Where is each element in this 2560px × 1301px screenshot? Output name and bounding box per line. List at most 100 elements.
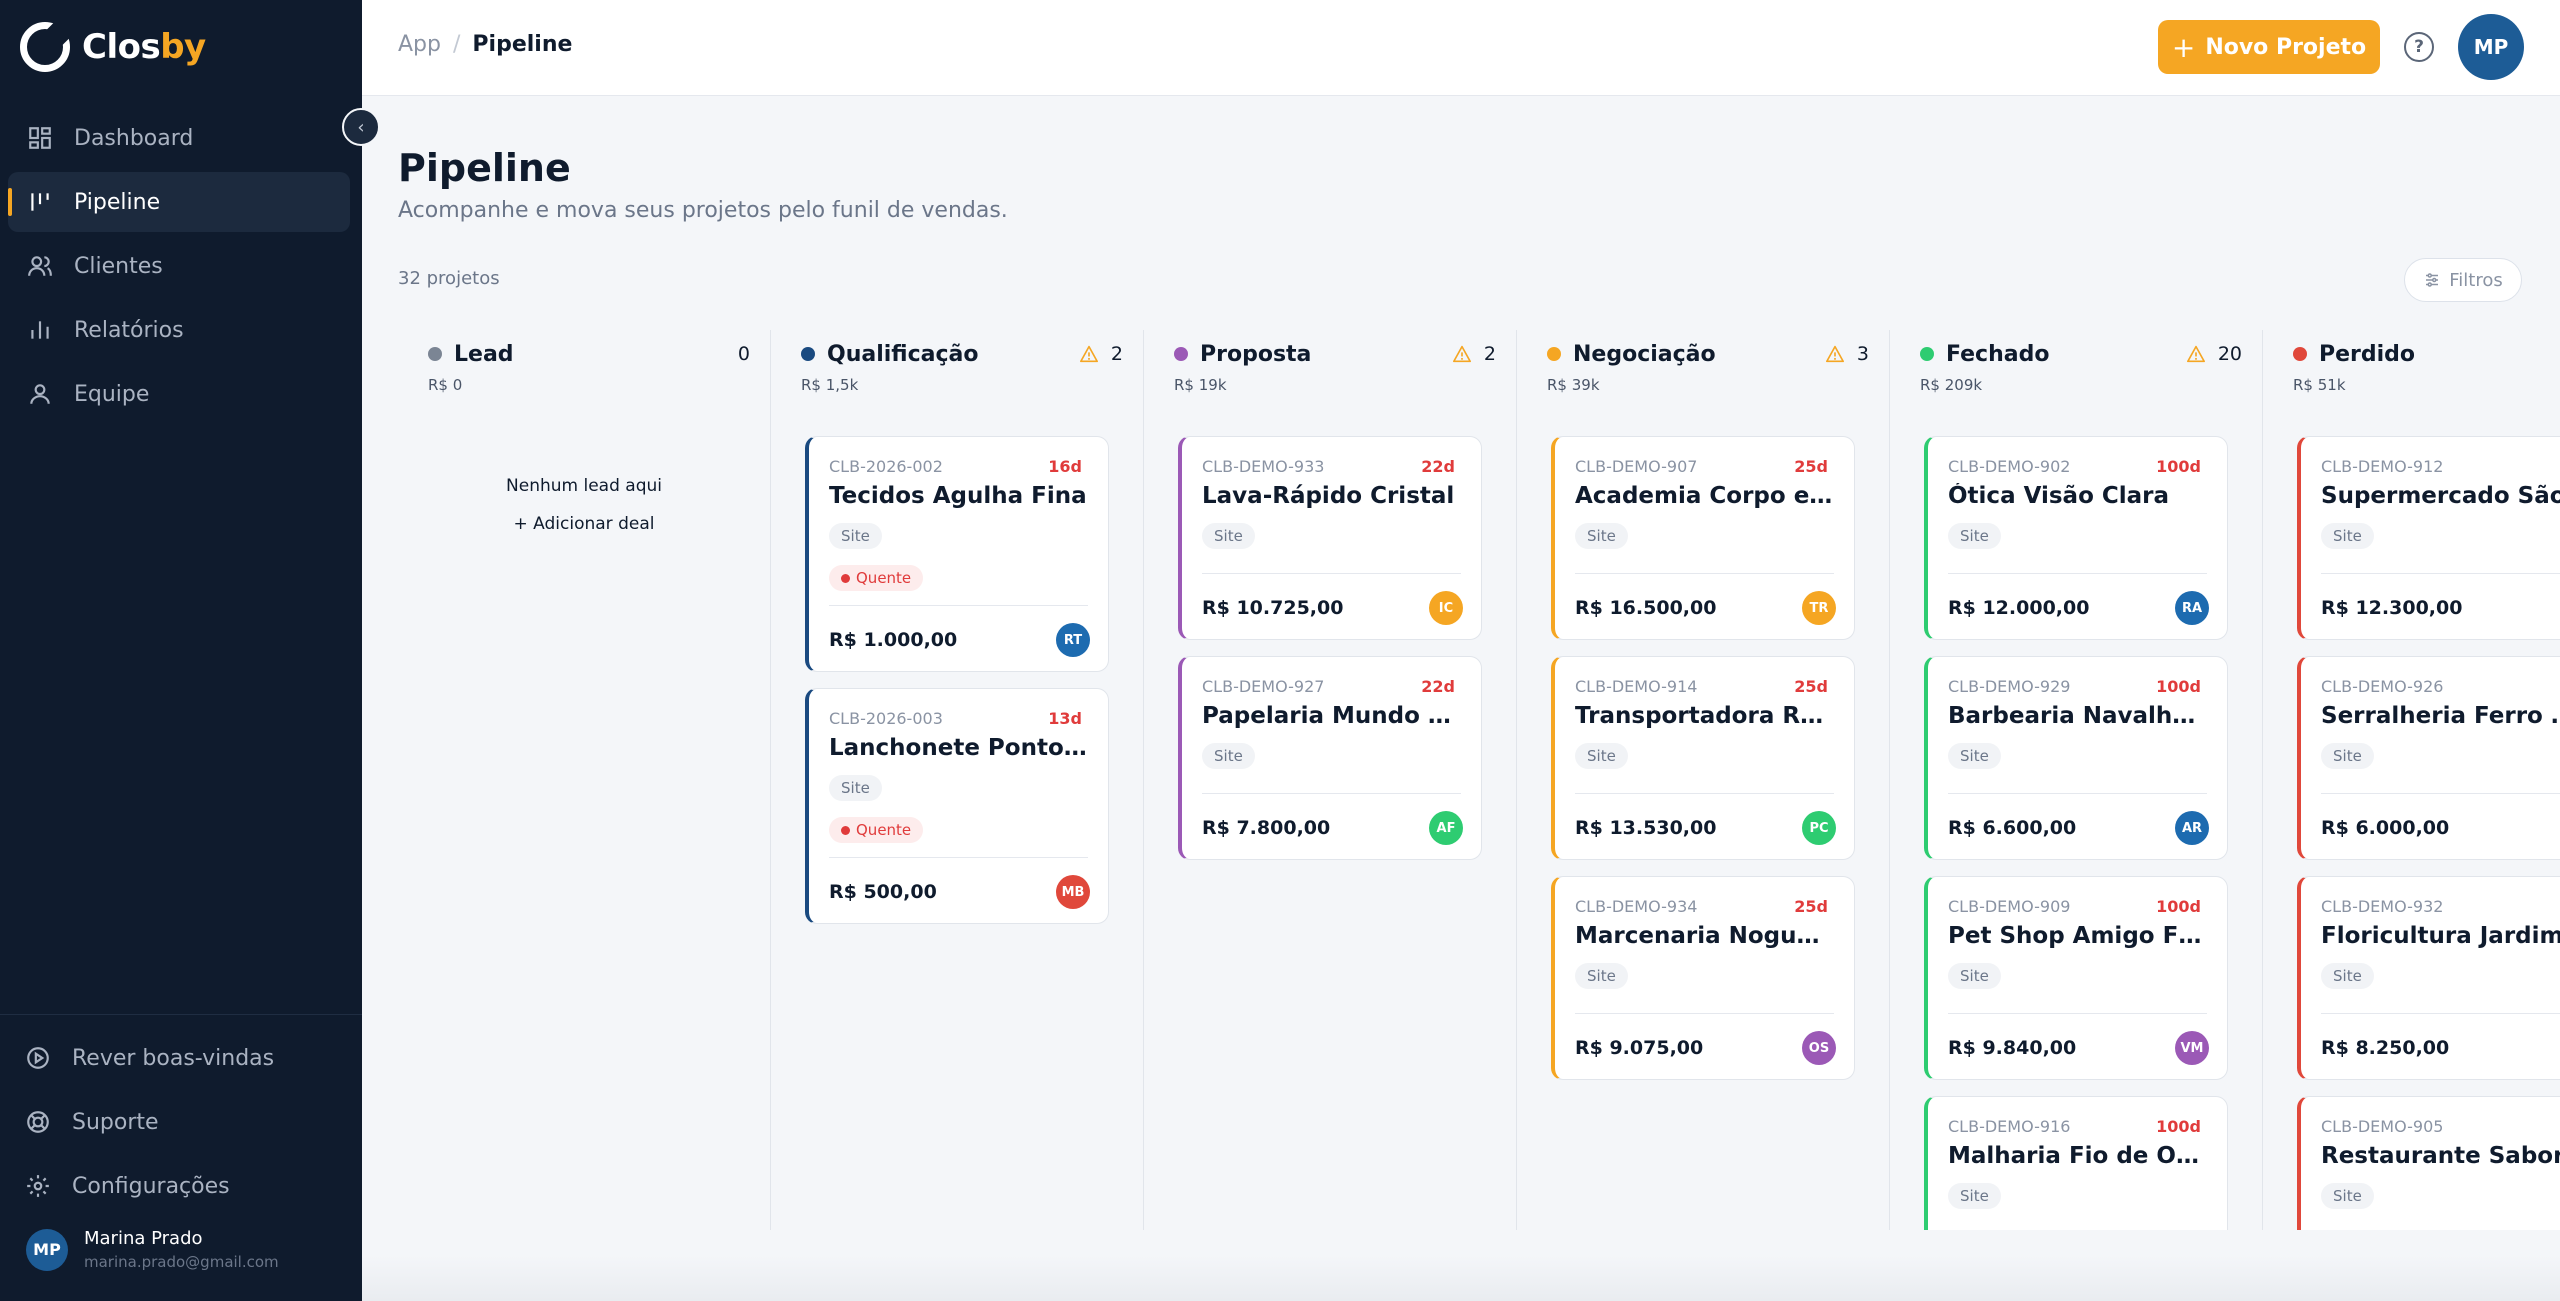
owner-avatar: AF	[1429, 811, 1463, 845]
deal-name: Transportadora Rota ...	[1575, 703, 1835, 729]
column-title: Proposta	[1200, 341, 1312, 367]
new-project-button[interactable]: + Novo Projeto	[2158, 20, 2380, 74]
deal-name: Floricultura Jardim	[2321, 923, 2560, 949]
deal-card[interactable]: CLB-2026-002 16d Tecidos Agulha Fina Site Qu…	[805, 436, 1109, 672]
collapse-sidebar-button[interactable]: ‹	[342, 108, 380, 146]
deal-name: Academia Corpo em ...	[1575, 483, 1835, 509]
deal-tag: Site	[1575, 523, 1628, 549]
card-divider	[1575, 1013, 1834, 1014]
deal-age-badge: 100d	[2156, 1117, 2201, 1136]
page-subtitle: Acompanhe e mova seus projetos pelo funi…	[398, 198, 1008, 223]
deal-tag: Site	[1575, 743, 1628, 769]
deal-name: Serralheria Ferro Fo	[2321, 703, 2560, 729]
sidebar-item-configuracoes[interactable]: Configurações	[8, 1156, 350, 1216]
column-count: 2	[1110, 343, 1123, 365]
user-profile[interactable]: MP Marina Prado marina.prado@gmail.com	[26, 1228, 279, 1271]
deal-tag: Site	[1202, 743, 1255, 769]
deal-card[interactable]: CLB-DEMO-916 100d Malharia Fio de Ouro Site	[1924, 1096, 2228, 1230]
card-divider	[2321, 573, 2560, 574]
deal-card[interactable]: CLB-DEMO-912 Supermercado São Site R$ 12.30…	[2297, 436, 2560, 640]
deal-code: CLB-DEMO-926	[2321, 677, 2444, 696]
card-divider	[829, 857, 1088, 858]
deal-code: CLB-DEMO-914	[1575, 677, 1698, 696]
column-divider	[1143, 330, 1144, 1230]
chevron-left-icon: ‹	[357, 116, 365, 138]
deal-value: R$ 6.000,00	[2321, 817, 2450, 839]
deal-name: Malharia Fio de Ouro	[1948, 1143, 2208, 1169]
sidebar-item-clientes[interactable]: Clientes	[8, 236, 350, 296]
sidebar-item-pipeline[interactable]: Pipeline	[8, 172, 350, 232]
deal-code: CLB-DEMO-912	[2321, 457, 2444, 476]
deal-card[interactable]: CLB-DEMO-914 25d Transportadora Rota ... Si…	[1551, 656, 1855, 860]
deal-card[interactable]: CLB-DEMO-909 100d Pet Shop Amigo Fiel Site R…	[1924, 876, 2228, 1080]
owner-avatar: PC	[1802, 811, 1836, 845]
deal-tag: Site	[1948, 743, 2001, 769]
sidebar-item-rever-boas-vindas[interactable]: Rever boas-vindas	[8, 1028, 350, 1088]
owner-avatar: AR	[2175, 811, 2209, 845]
pipeline-column: Proposta 2 R$ 19k CLB-DEMO-933 22d Lava-Rápid…	[1144, 330, 1516, 1230]
deal-value: R$ 12.000,00	[1948, 597, 2090, 619]
deal-value: R$ 10.725,00	[1202, 597, 1344, 619]
sidebar-item-suporte[interactable]: Suporte	[8, 1092, 350, 1152]
app-logo[interactable]: Closby	[20, 22, 206, 72]
deal-tag: Site	[1948, 963, 2001, 989]
column-header: Proposta 2	[1174, 338, 1496, 370]
horizontal-scrollbar[interactable]	[362, 1255, 2560, 1301]
deal-card[interactable]: CLB-DEMO-927 22d Papelaria Mundo das ... Si…	[1178, 656, 1482, 860]
sidebar: Closby Dashboard Pipeline Clientes Relatóri…	[0, 0, 362, 1301]
deal-card[interactable]: CLB-DEMO-926 Serralheria Ferro Fo Site R$ 6…	[2297, 656, 2560, 860]
sidebar-item-relatorios[interactable]: Relatórios	[8, 300, 350, 360]
filters-button[interactable]: Filtros	[2404, 258, 2522, 302]
deal-card[interactable]: CLB-DEMO-905 Restaurante Sabor Site	[2297, 1096, 2560, 1230]
deal-card[interactable]: CLB-DEMO-907 25d Academia Corpo em ... Site…	[1551, 436, 1855, 640]
deal-code: CLB-DEMO-934	[1575, 897, 1698, 916]
column-divider	[770, 330, 771, 1230]
user-name: Marina Prado	[84, 1228, 203, 1249]
sidebar-item-equipe[interactable]: Equipe	[8, 364, 350, 424]
column-total: R$ 39k	[1547, 376, 1600, 394]
pipeline-column: Negociação 3 R$ 39k CLB-DEMO-907 25d Academia…	[1517, 330, 1889, 1230]
column-divider	[2262, 330, 2263, 1230]
deal-card[interactable]: CLB-2026-003 13d Lanchonete Ponto do ... Si…	[805, 688, 1109, 924]
column-title: Perdido	[2319, 341, 2416, 367]
help-icon[interactable]: ?	[2404, 32, 2434, 62]
deal-card[interactable]: CLB-DEMO-932 Floricultura Jardim Site R$ 8.…	[2297, 876, 2560, 1080]
deal-tag: Site	[2321, 1183, 2374, 1209]
page-title: Pipeline	[398, 146, 571, 190]
deal-age-badge: 22d	[1421, 457, 1455, 476]
app-name: Closby	[82, 27, 206, 67]
column-divider	[1889, 330, 1890, 1230]
card-divider	[2321, 1013, 2560, 1014]
logo-mark-icon	[20, 22, 70, 72]
plus-icon: +	[2171, 30, 2196, 64]
deal-card[interactable]: CLB-DEMO-934 25d Marcenaria Nogueira Site R$…	[1551, 876, 1855, 1080]
sliders-icon	[2426, 273, 2439, 287]
deal-card[interactable]: CLB-DEMO-929 100d Barbearia Navalha de ...…	[1924, 656, 2228, 860]
user-avatar-button[interactable]: MP	[2458, 14, 2524, 80]
deal-card[interactable]: CLB-DEMO-933 22d Lava-Rápido Cristal Site R$…	[1178, 436, 1482, 640]
deal-name: Marcenaria Nogueira	[1575, 923, 1835, 949]
user-email: marina.prado@gmail.com	[84, 1253, 279, 1271]
stage-color-dot	[1547, 347, 1561, 361]
sidebar-item-dashboard[interactable]: Dashboard	[8, 108, 350, 168]
column-header: Qualificação 2	[801, 338, 1123, 370]
breadcrumb-root[interactable]: App	[398, 32, 441, 57]
chart-icon	[26, 316, 54, 344]
deal-code: CLB-DEMO-929	[1948, 677, 2071, 696]
add-deal-link[interactable]: + Adicionar deal	[513, 514, 655, 534]
deal-card[interactable]: CLB-DEMO-902 100d Ótica Visão Clara Site R$ …	[1924, 436, 2228, 640]
deal-value: R$ 13.530,00	[1575, 817, 1717, 839]
card-divider	[1948, 1013, 2207, 1014]
owner-avatar: RA	[2175, 591, 2209, 625]
deal-code: CLB-2026-003	[829, 709, 943, 728]
deal-tag: Site	[2321, 963, 2374, 989]
deal-tag: Site	[2321, 743, 2374, 769]
deal-age-badge: 25d	[1794, 897, 1828, 916]
owner-avatar: IC	[1429, 591, 1463, 625]
card-divider	[1575, 793, 1834, 794]
column-header: Negociação 3	[1547, 338, 1869, 370]
deal-tag: Site	[1948, 523, 2001, 549]
pipeline-board: Lead 0 R$ 0 Nenhum lead aqui + Adicionar dea…	[398, 330, 2560, 1230]
bottom-nav: Rever boas-vindas Suporte Configurações	[8, 1028, 350, 1220]
topbar: App / Pipeline + Novo Projeto ? MP	[362, 0, 2560, 96]
